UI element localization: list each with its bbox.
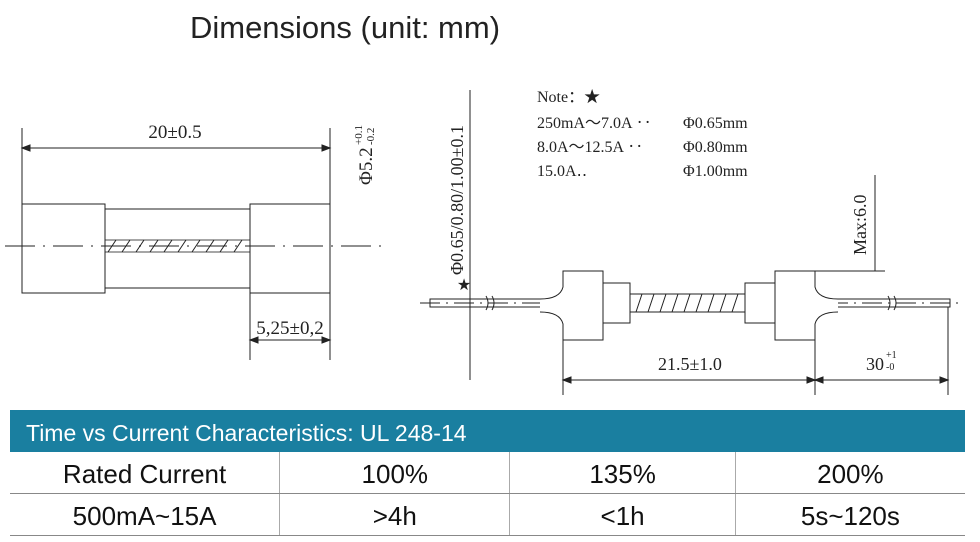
table-cell: <1h [510,494,736,535]
drawings: Dimensions (unit: mm) 20±0.5 5,25±0,2 Φ5… [5,10,960,395]
lead-length-label: 30 [866,354,884,374]
diameter-upper: +0.1 [353,125,365,145]
table: Time vs Current Characteristics: UL 248-… [10,410,965,536]
table-row: 500mA~15A >4h <1h 5s~120s [10,494,965,536]
table-cell: 100% [280,452,511,493]
diameter-lower: -0.2 [365,128,377,145]
left-fuse [5,128,382,360]
table-cell: 500mA~15A [10,494,281,535]
page-title: Dimensions (unit: mm) [190,10,500,45]
note-diameter: Φ0.65mm [683,115,748,132]
diameter-label: Φ5.2 [356,147,377,185]
table-cell: 200% [817,459,884,489]
max-height-label: Max:6.0 [850,195,870,256]
note-range: 250mA～7.0A ‥ [537,115,652,132]
lead-length-lower: -0 [886,362,894,373]
star: ★ [457,277,471,294]
note-diameter: Φ0.80mm [683,139,748,156]
note-range: 15.0A‥ [537,163,587,180]
lead-length-upper: +1 [886,350,897,361]
length-label: 20±0.5 [148,122,201,143]
table-cell: Rated Current [10,452,281,493]
right-fuse [420,90,960,395]
table-title: Time vs Current Characteristics: UL 248-… [10,410,965,452]
table-cell: >4h [280,494,511,535]
note-range: 8.0A～12.5A ‥ [537,139,643,156]
body-length-label: 21.5±1.0 [658,354,722,374]
note-title: Note：★ [537,89,600,106]
note-diameter: Φ1.00mm [683,163,748,180]
table-row: Rated Current 100% 135% 200% [10,452,965,494]
table-cell: 135% [510,452,736,493]
wire-diameter-label: Φ0.65/0.80/1.00±0.1 [447,125,467,275]
cap-length-label: 5,25±0,2 [256,318,323,339]
table-cell: 5s~120s [800,501,900,531]
